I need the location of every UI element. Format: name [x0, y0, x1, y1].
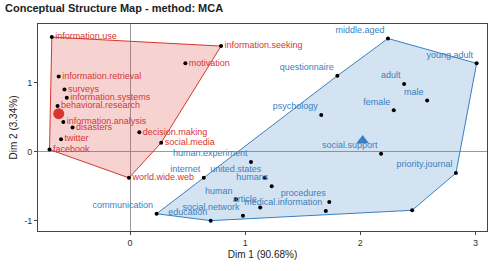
svg-text:article: article [233, 194, 257, 204]
svg-text:decision.making: decision.making [143, 127, 208, 137]
svg-text:adult: adult [381, 70, 401, 80]
svg-text:-1: -1 [24, 216, 32, 226]
svg-text:1: 1 [243, 238, 248, 248]
svg-text:internet: internet [170, 164, 201, 174]
svg-text:middle.aged: middle.aged [335, 25, 384, 35]
svg-text:social.support: social.support [322, 140, 378, 150]
svg-text:information.seeking: information.seeking [225, 40, 303, 50]
svg-text:male: male [404, 87, 424, 97]
svg-text:psychology: psychology [273, 101, 319, 111]
svg-text:Conceptual Structure Map - met: Conceptual Structure Map - method: MCA [5, 2, 223, 14]
svg-text:human.experiment: human.experiment [173, 148, 248, 158]
svg-text:questionnaire: questionnaire [280, 62, 334, 72]
svg-text:priority.journal: priority.journal [397, 159, 453, 169]
svg-text:information.use: information.use [55, 31, 117, 41]
svg-text:facebook: facebook [53, 144, 90, 154]
svg-text:twitter: twitter [65, 133, 89, 143]
svg-text:surveys: surveys [68, 84, 100, 94]
svg-text:information.systems: information.systems [70, 92, 151, 102]
svg-text:Dim 1 (90.68%): Dim 1 (90.68%) [228, 249, 297, 260]
svg-text:behavioral.research: behavioral.research [61, 100, 140, 110]
svg-text:humans: humans [236, 172, 269, 182]
svg-text:world.wide.web: world.wide.web [131, 172, 194, 182]
svg-text:procedures: procedures [281, 188, 327, 198]
svg-text:young.adult: young.adult [427, 50, 474, 60]
svg-text:disasters: disasters [76, 122, 113, 132]
svg-text:information.retrieval: information.retrieval [62, 71, 141, 81]
svg-text:motivation: motivation [189, 58, 230, 68]
svg-text:information.analysis: information.analysis [67, 116, 147, 126]
svg-text:3: 3 [473, 238, 478, 248]
svg-text:medical.information: medical.information [244, 197, 322, 207]
svg-text:1: 1 [27, 78, 32, 88]
svg-text:social.media: social.media [165, 137, 215, 147]
svg-text:female: female [363, 97, 390, 107]
svg-text:united.states: united.states [210, 164, 262, 174]
svg-text:Dim 2 (3.34%): Dim 2 (3.34%) [8, 96, 19, 160]
svg-text:education: education [168, 207, 207, 217]
svg-text:human: human [205, 186, 233, 196]
svg-text:0: 0 [128, 238, 133, 248]
svg-text:2: 2 [358, 238, 363, 248]
svg-text:communication: communication [93, 200, 154, 210]
svg-text:social.network: social.network [182, 202, 240, 212]
svg-text:0: 0 [27, 147, 32, 157]
